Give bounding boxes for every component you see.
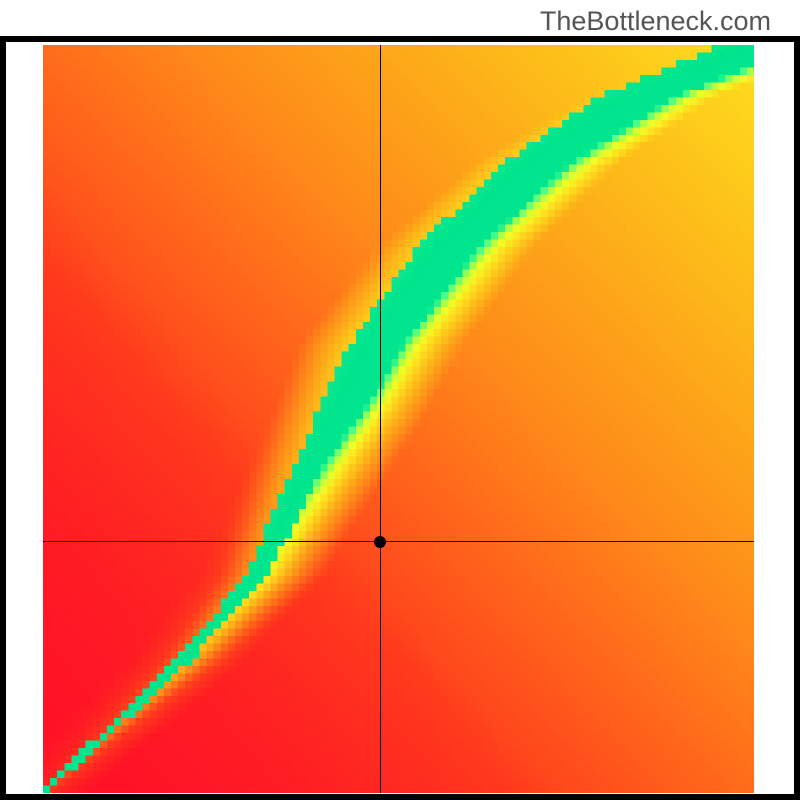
crosshair-horizontal xyxy=(43,541,754,542)
watermark-text: TheBottleneck.com xyxy=(540,6,771,37)
crosshair-dot xyxy=(374,536,386,548)
crosshair-vertical xyxy=(380,45,381,793)
heatmap-canvas xyxy=(43,45,754,793)
